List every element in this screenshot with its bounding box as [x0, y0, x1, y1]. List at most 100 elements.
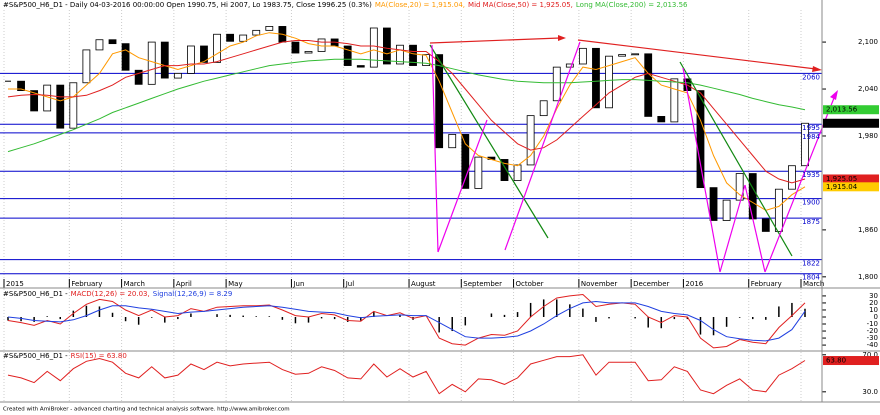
candle [565, 63, 574, 68]
candle [213, 33, 221, 63]
y-tick-label: 30 [869, 292, 878, 300]
legend-entry: MACD(12,26) = 20.03, [71, 290, 150, 298]
candle [95, 39, 104, 51]
x-tick-label: September [463, 280, 502, 288]
trend-line [437, 119, 488, 253]
candle [618, 54, 626, 57]
header-title: #S&P500_H6_D1 - Daily 04-03-2016 00:00:0… [3, 1, 372, 9]
value-tag-label: 2,013.56 [826, 106, 858, 114]
axis: 2015 February March April May Jun Jul August Sep… [3, 1, 879, 396]
candle [17, 80, 25, 91]
trend-line [682, 67, 721, 273]
candle [343, 45, 352, 66]
x-tick-label: November [581, 280, 618, 288]
candle [526, 115, 535, 166]
series-line [8, 32, 806, 211]
candle [409, 44, 417, 66]
candle [252, 29, 261, 36]
candle [774, 188, 783, 232]
x-tick-label: May [228, 280, 242, 288]
candle [160, 41, 169, 79]
value-tag [823, 356, 879, 366]
y-tick-label: 30.0 [862, 388, 878, 396]
trend-line [429, 37, 561, 44]
x-tick-label: April [176, 280, 192, 288]
value-tag [823, 182, 879, 192]
candle [605, 55, 613, 109]
candle [461, 134, 470, 189]
candle [801, 122, 809, 167]
level-label: 1822 [802, 260, 820, 268]
candle [200, 45, 208, 63]
trend-line [431, 44, 439, 253]
candle [696, 90, 705, 189]
series-line [7, 40, 806, 184]
candle [173, 72, 182, 79]
candle [383, 27, 391, 65]
x-tick-label: February [751, 280, 782, 288]
candle [56, 84, 65, 129]
candle [291, 41, 300, 54]
arrow [812, 66, 822, 72]
trend-lines [429, 35, 838, 273]
value-tag-label: 1,915.04 [826, 183, 858, 191]
y-tick-label: 70.0 [862, 351, 878, 359]
level-label: 1804 [802, 274, 820, 282]
level-label: 2060 [802, 73, 820, 81]
candle [788, 165, 796, 190]
series-line [7, 300, 806, 342]
candle [356, 65, 365, 68]
trend-line [577, 39, 817, 70]
candle [121, 43, 130, 71]
grid [0, 10, 822, 402]
arrow [830, 90, 838, 100]
y-tick-label: 20 [869, 299, 878, 307]
y-tick-label: -20 [867, 327, 878, 335]
candle [147, 41, 156, 85]
candle [265, 26, 274, 31]
trend-line [744, 184, 766, 273]
level-label: 1995 [802, 124, 820, 132]
candle [435, 54, 444, 149]
y-tick-label: 1,800 [858, 273, 878, 281]
level-label: 1875 [802, 218, 820, 226]
level-label: 1984 [802, 133, 820, 141]
candle [592, 47, 600, 109]
candle [644, 53, 653, 117]
candle [108, 39, 117, 45]
value-tag [823, 174, 879, 184]
candle [539, 100, 548, 117]
x-tick-label: October [516, 280, 544, 288]
candle [134, 69, 143, 85]
value-tag [823, 118, 879, 128]
candle [82, 49, 91, 84]
trend-line [429, 44, 549, 239]
panel-header: #S&P500_H6_D1 - RSI(15) = 63.80 [3, 352, 127, 360]
panel-header: #S&P500_H6_D1 - MACD(12,26) = 20.03, Signa… [3, 290, 232, 298]
candle [239, 34, 248, 42]
y-tick-label: 1,860 [858, 226, 878, 234]
x-tick-label: August [411, 280, 436, 288]
candle [304, 51, 313, 54]
candle [422, 54, 430, 66]
x-tick-label: February [71, 280, 102, 288]
candle [448, 134, 457, 149]
candle [474, 156, 483, 189]
trend-line [719, 184, 746, 273]
candle [657, 116, 666, 123]
header-title: #S&P500_H6_D1 - [3, 290, 68, 298]
x-tick-label: 2016 [685, 280, 703, 288]
y-tick-label: -10 [867, 320, 878, 328]
candle [748, 173, 757, 220]
candle [369, 27, 378, 68]
legend-entry: Long MA(Close,200) = 2,013.56 [576, 1, 688, 9]
candle [735, 173, 744, 201]
y-tick-label: -40 [867, 341, 878, 349]
legend-entry: RSI(15) = 63.80 [71, 352, 127, 360]
candle [69, 82, 78, 129]
level-label: 1900 [802, 199, 820, 207]
value-tag-label: 1,996.25 [826, 119, 857, 127]
candle [30, 90, 39, 112]
value-tag-label: 1,925.05 [826, 175, 857, 183]
